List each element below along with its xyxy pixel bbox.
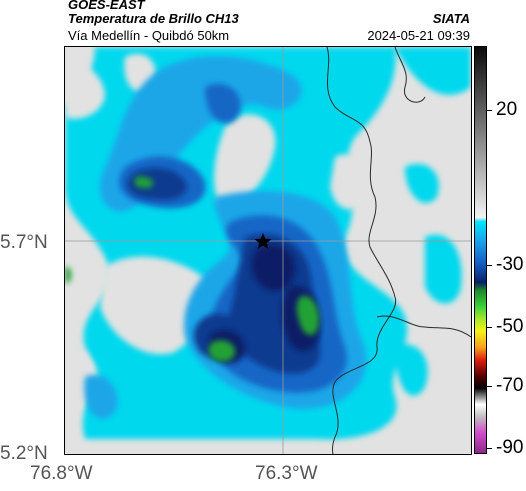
map-subtitle: Vía Medellín - Quibdó 50km — [68, 28, 230, 43]
colorbar-label-minus-30: -30 — [496, 254, 524, 275]
colorbar-gradient — [475, 47, 486, 453]
lat-label-5-2: 5.2°N — [0, 443, 48, 464]
colorbar-tick — [486, 327, 492, 328]
star-icon — [254, 233, 272, 249]
border-branch-line — [376, 315, 471, 338]
department-border-line — [326, 47, 397, 454]
satellite-map[interactable] — [64, 46, 472, 455]
colorbar — [474, 46, 487, 454]
border-north-line — [394, 47, 426, 103]
product-name: GOES-EAST — [68, 0, 145, 12]
colorbar-label-minus-70: -70 — [496, 375, 524, 396]
organization-label: SIATA — [432, 11, 470, 26]
colorbar-tick — [486, 110, 492, 111]
lon-label-76-3: 76.3°W — [255, 463, 318, 484]
map-title: Temperatura de Brillo CH13 — [68, 11, 239, 26]
colorbar-label-minus-90: -90 — [496, 437, 524, 458]
cloud-layer-green — [65, 176, 320, 362]
brightness-temperature-field — [65, 47, 471, 454]
lat-label-5-7: 5.7°N — [0, 232, 48, 253]
lon-label-76-8: 76.8°W — [30, 463, 93, 484]
colorbar-tick — [486, 265, 492, 266]
colorbar-label-20: 20 — [496, 99, 518, 120]
colorbar-label-minus-50: -50 — [496, 316, 524, 337]
colorbar-tick — [486, 448, 492, 449]
timestamp: 2024-05-21 09:39 — [367, 28, 470, 43]
colorbar-tick — [486, 386, 492, 387]
